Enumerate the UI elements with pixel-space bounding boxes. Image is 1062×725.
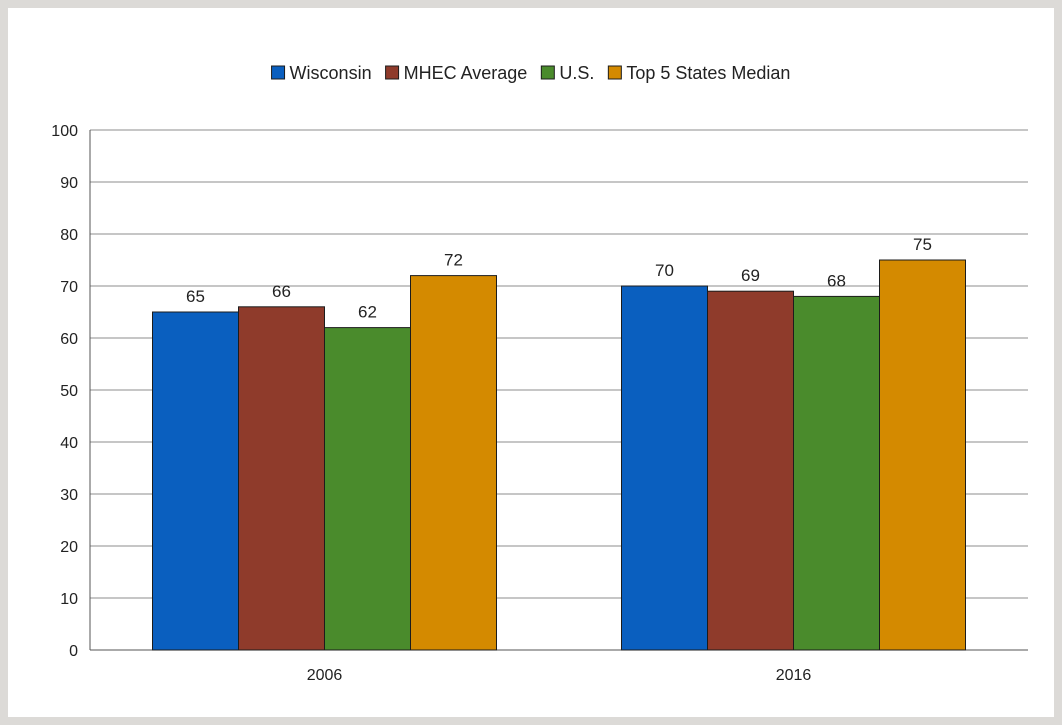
legend-label: Top 5 States Median: [626, 63, 790, 83]
bars: [153, 260, 966, 650]
legend-swatch: [608, 66, 621, 79]
data-label: 70: [655, 261, 674, 280]
legend-item: Top 5 States Median: [608, 63, 790, 83]
x-tick-label: 2006: [307, 667, 343, 684]
data-label: 62: [358, 303, 377, 322]
bar-top-5-states-median-2006: [411, 276, 497, 650]
data-label: 65: [186, 287, 205, 306]
bar-u-s--2016: [794, 296, 880, 650]
legend-label: MHEC Average: [404, 63, 528, 83]
y-tick-label: 80: [60, 227, 78, 244]
bar-wisconsin-2016: [622, 286, 708, 650]
bar-top-5-states-median-2016: [880, 260, 966, 650]
y-tick-label: 100: [51, 123, 78, 140]
legend-swatch: [541, 66, 554, 79]
data-label: 68: [827, 271, 846, 290]
y-tick-label: 90: [60, 175, 78, 192]
legend-item: U.S.: [541, 63, 594, 83]
legend: Wisconsin MHEC Average U.S. Top 5 States Me…: [272, 63, 791, 83]
y-tick-label: 40: [60, 435, 78, 452]
legend-swatch: [386, 66, 399, 79]
y-tick-label: 0: [69, 643, 78, 660]
y-tick-label: 70: [60, 279, 78, 296]
y-tick-label: 50: [60, 383, 78, 400]
bar-wisconsin-2006: [153, 312, 239, 650]
y-tick-label: 60: [60, 331, 78, 348]
legend-item: MHEC Average: [386, 63, 528, 83]
x-axis: 2006 2016: [307, 667, 812, 684]
bar-u-s--2006: [325, 328, 411, 650]
data-label: 66: [272, 282, 291, 301]
bar-mhec-average-2016: [708, 291, 794, 650]
data-label: 75: [913, 235, 932, 254]
legend-label: Wisconsin: [290, 63, 372, 83]
y-tick-label: 30: [60, 487, 78, 504]
chart-panel: 65 66 62 72 70 69 68 75 0 10 20 30 40 50 60 70 80 90 100 …: [8, 8, 1054, 717]
legend-item: Wisconsin: [272, 63, 372, 83]
legend-swatch: [272, 66, 285, 79]
bar-mhec-average-2006: [239, 307, 325, 650]
y-tick-label: 20: [60, 539, 78, 556]
legend-label: U.S.: [559, 63, 594, 83]
x-tick-label: 2016: [776, 667, 812, 684]
data-label: 69: [741, 266, 760, 285]
y-tick-label: 10: [60, 591, 78, 608]
y-axis: 0 10 20 30 40 50 60 70 80 90 100: [51, 123, 90, 660]
data-label: 72: [444, 251, 463, 270]
